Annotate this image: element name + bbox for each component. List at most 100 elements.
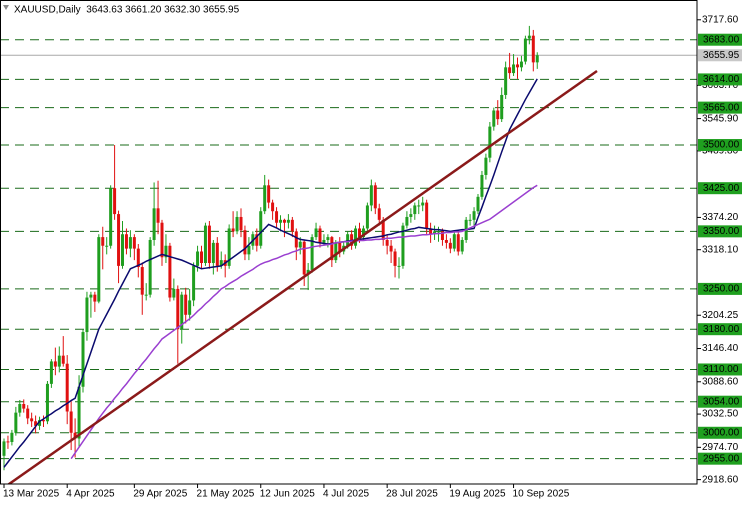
- candle-body: [437, 231, 440, 233]
- x-tick-label: 21 May 2025: [197, 489, 255, 500]
- chart-title: XAUUSD,Daily 3643.63 3661.20 3632.30 365…: [14, 5, 240, 16]
- candle-body: [128, 237, 132, 249]
- candle-body: [211, 242, 215, 264]
- axis-layer: 3717.60 3603.70 3545.90 3489.80 3374.20 3318.…: [3, 14, 742, 500]
- candle-body: [73, 432, 77, 439]
- candle-body: [259, 211, 263, 246]
- x-tick-label: 13 Mar 2025: [3, 489, 60, 500]
- candle-body: [326, 237, 330, 240]
- candle-body: [168, 245, 172, 298]
- candle-body: [30, 418, 34, 422]
- level-label-box: [698, 182, 742, 195]
- level-label-box: [698, 73, 742, 86]
- moving-average-line: [70, 184, 538, 460]
- candle-body: [152, 208, 156, 240]
- candle-body: [14, 412, 18, 433]
- candle-body: [77, 386, 81, 439]
- candle-body: [496, 110, 500, 120]
- candle-body: [358, 228, 361, 238]
- x-tick-label: 10 Sep 2025: [513, 489, 570, 500]
- candle-body: [480, 174, 484, 197]
- level-label: 3110.00: [703, 364, 739, 375]
- candle-body: [231, 228, 235, 232]
- level-label: 3250.00: [703, 284, 740, 295]
- candle-body: [45, 383, 49, 422]
- candle-body: [263, 185, 267, 212]
- candle-body: [279, 219, 282, 223]
- candle-body: [49, 361, 53, 384]
- level-label-box: [698, 101, 742, 114]
- candle-body: [93, 294, 97, 302]
- candle-body: [492, 110, 496, 127]
- candle-body: [188, 300, 192, 315]
- candle-body: [314, 228, 318, 238]
- candle-body: [117, 214, 121, 266]
- candle-body: [176, 288, 180, 330]
- candle-body: [148, 239, 152, 295]
- x-tick-label: 19 Aug 2025: [449, 489, 506, 500]
- candle-body: [101, 237, 105, 246]
- candle-body: [531, 35, 535, 63]
- candle-body: [397, 265, 401, 267]
- candle-body: [219, 260, 223, 266]
- candle-body: [271, 202, 275, 212]
- candle-body: [42, 420, 45, 422]
- candle-body: [286, 219, 290, 223]
- y-tick-label: 3146.40: [702, 343, 739, 354]
- candle-body: [156, 208, 160, 223]
- last-price-box: [698, 49, 742, 62]
- candle-body: [53, 361, 57, 367]
- candle-body: [160, 222, 164, 258]
- level-label-box: [698, 282, 742, 295]
- level-label-box: [698, 426, 742, 439]
- candle-body: [294, 231, 298, 248]
- candle-body: [196, 251, 200, 266]
- candle-body: [144, 294, 148, 296]
- candle-body: [38, 420, 42, 426]
- candle-body: [535, 55, 539, 63]
- level-label-box: [698, 395, 742, 408]
- candle-body: [346, 234, 350, 246]
- candle-body: [239, 216, 243, 231]
- candle-body: [243, 230, 247, 255]
- x-tick-label: 29 Apr 2025: [133, 489, 187, 500]
- level-label: 2955.00: [703, 453, 740, 464]
- candle-body: [516, 64, 519, 68]
- level-label: 3180.00: [703, 324, 740, 335]
- candle-body: [275, 211, 279, 223]
- candle-body: [164, 245, 168, 258]
- candle-body: [18, 404, 22, 413]
- candle-body: [460, 239, 464, 252]
- candle-body: [519, 61, 523, 68]
- y-tick-label: 3204.25: [702, 310, 739, 321]
- level-label-box: [698, 139, 742, 152]
- moving-average-line: [3, 78, 538, 468]
- candle-body: [330, 237, 334, 261]
- candle-body: [310, 237, 314, 270]
- plot-border: [0, 0, 698, 485]
- candle-body: [207, 225, 211, 264]
- level-label-box: [698, 225, 742, 238]
- level-label-box: [698, 323, 742, 336]
- candle-body: [65, 363, 69, 412]
- candle-body: [282, 219, 286, 223]
- candle-body: [401, 225, 405, 266]
- level-label: 3054.00: [703, 396, 740, 407]
- candle-body: [338, 242, 342, 252]
- candle-body: [34, 421, 38, 426]
- candle-body: [365, 205, 369, 229]
- level-label-box: [698, 452, 742, 465]
- candle-body: [433, 231, 437, 235]
- candle-body: [140, 267, 144, 295]
- candle-body: [318, 228, 322, 243]
- level-label: 3565.00: [703, 102, 740, 113]
- candle-body: [235, 216, 239, 232]
- candle-body: [476, 196, 480, 212]
- candle-body: [247, 245, 251, 255]
- y-tick-label: 2918.60: [702, 474, 739, 485]
- candle-body: [373, 185, 377, 209]
- y-tick-label: 3717.60: [702, 14, 739, 25]
- candle-body: [81, 332, 85, 387]
- candle-body: [504, 67, 508, 95]
- candle-body: [302, 241, 306, 275]
